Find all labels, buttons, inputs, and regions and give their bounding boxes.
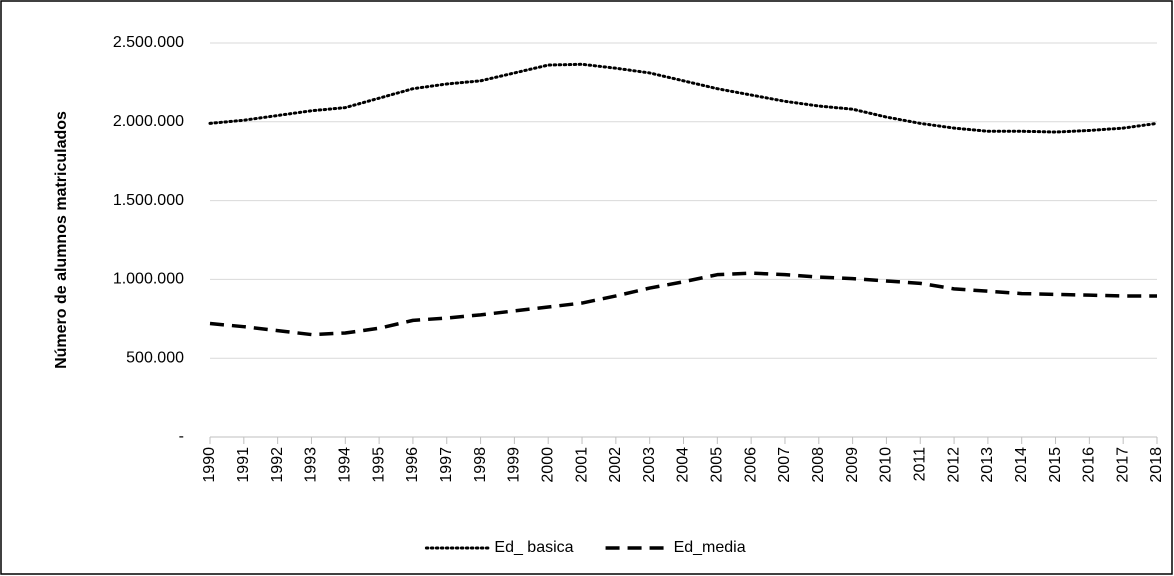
x-tick-label: 1995 — [370, 447, 387, 483]
x-tick-label: 2015 — [1047, 447, 1064, 483]
x-tick-label: 2000 — [539, 447, 556, 483]
x-tick-label: 2001 — [573, 447, 590, 483]
x-tick-label: 1991 — [235, 447, 252, 483]
legend-label: Ed_ basica — [494, 539, 573, 556]
x-tick-label: 2003 — [641, 447, 658, 483]
y-tick-label: 500.000 — [126, 349, 184, 366]
series-line — [208, 62, 1159, 134]
x-tick-label: 2009 — [844, 447, 861, 483]
x-tick-label: 1992 — [269, 447, 286, 483]
x-tick-label: 2014 — [1013, 447, 1030, 483]
x-tick-label: 1999 — [506, 447, 523, 483]
x-tick-label: 2007 — [776, 447, 793, 483]
legend-label: Ed_media — [674, 539, 746, 556]
y-tick-label: - — [179, 428, 184, 445]
x-tick-label: 1996 — [404, 447, 421, 483]
x-tick-label: 2018 — [1148, 447, 1165, 483]
x-tick-label: 1994 — [337, 447, 354, 483]
x-tick-label: 1993 — [303, 447, 320, 483]
x-tick-label: 1997 — [438, 447, 455, 483]
x-tick-label: 2006 — [742, 447, 759, 483]
y-tick-label: 2.000.000 — [113, 113, 184, 130]
x-tick-label: 2012 — [945, 447, 962, 483]
x-tick-label: 2017 — [1114, 447, 1131, 483]
y-axis-label: Número de alumnos matriculados — [53, 111, 70, 369]
y-tick-label: 1.000.000 — [113, 271, 184, 288]
x-tick-label: 2010 — [878, 447, 895, 483]
x-tick-label: 2002 — [607, 447, 624, 483]
x-tick-label: 2011 — [911, 447, 928, 482]
x-tick-label: 2016 — [1081, 447, 1098, 483]
x-tick-label: 1998 — [472, 447, 489, 483]
x-tick-label: 2008 — [810, 447, 827, 483]
series-line — [209, 271, 1157, 337]
x-tick-label: 2004 — [675, 447, 692, 483]
x-tick-label: 2005 — [709, 447, 726, 483]
x-tick-label: 1990 — [201, 447, 218, 483]
x-tick-label: 2013 — [979, 447, 996, 483]
y-tick-label: 2.500.000 — [113, 34, 184, 51]
y-tick-label: 1.500.000 — [113, 192, 184, 209]
